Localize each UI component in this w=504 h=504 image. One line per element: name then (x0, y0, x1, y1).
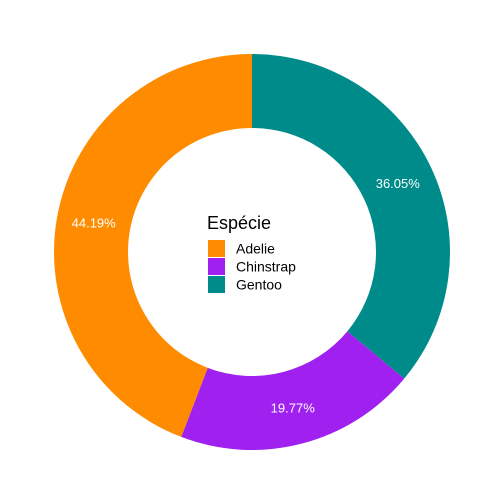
legend-items: Adelie Chinstrap Gentoo (208, 240, 296, 293)
slice-gentoo (252, 54, 450, 379)
slices-layer (53, 54, 450, 450)
slice-label-adelie: 44.19% (72, 215, 117, 230)
legend-label-chinstrap: Chinstrap (236, 259, 296, 275)
legend-label-adelie: Adelie (236, 241, 275, 257)
legend-swatch-gentoo (208, 276, 225, 293)
slice-label-gentoo: 36.05% (376, 176, 421, 191)
legend-label-gentoo: Gentoo (236, 277, 282, 293)
slice-chinstrap (181, 331, 405, 450)
legend: Espécie Adelie Chinstrap Gentoo (207, 213, 296, 293)
slice-labels-layer: 36.05% 19.77% 44.19% (72, 176, 421, 415)
slice-adelie (53, 54, 252, 437)
legend-swatch-chinstrap (208, 258, 225, 275)
legend-title: Espécie (207, 213, 271, 233)
slice-label-chinstrap: 19.77% (271, 400, 316, 415)
legend-swatch-adelie (208, 240, 225, 257)
